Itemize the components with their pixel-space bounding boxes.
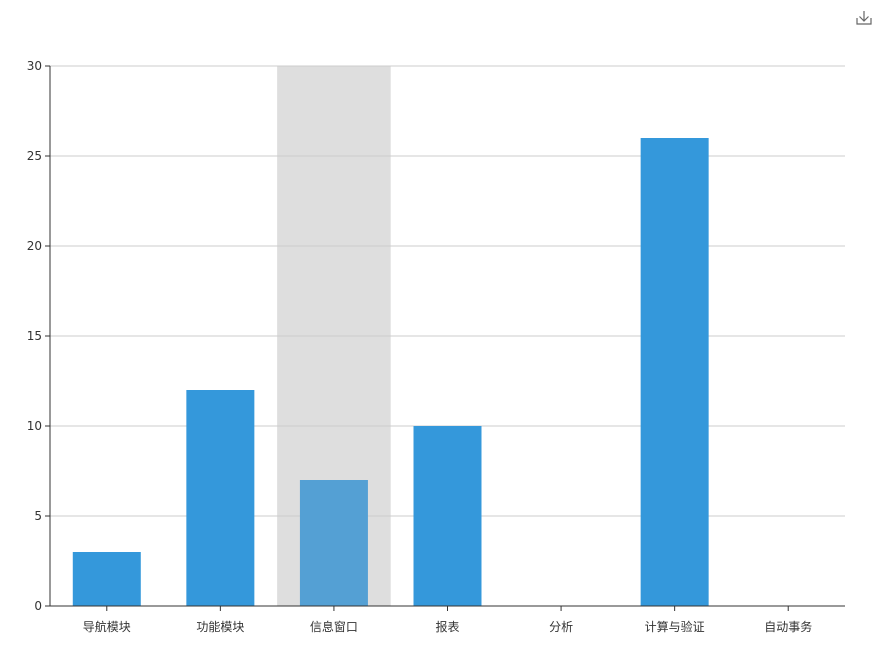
y-tick-label: 20 <box>27 239 42 253</box>
x-tick-label: 自动事务 <box>764 619 812 634</box>
y-tick-label: 5 <box>34 509 42 523</box>
y-tick-label: 0 <box>34 599 42 613</box>
bar[interactable] <box>299 480 368 606</box>
bar[interactable] <box>186 390 255 606</box>
bar[interactable] <box>72 552 141 606</box>
x-tick-label: 计算与验证 <box>645 619 705 634</box>
download-icon <box>856 11 872 25</box>
x-tick-label: 报表 <box>435 619 459 634</box>
x-tick-label: 导航模块 <box>83 619 131 634</box>
bar[interactable] <box>640 138 709 606</box>
bars <box>72 138 709 606</box>
download-button[interactable] <box>854 8 874 28</box>
x-tick-label: 分析 <box>549 620 573 634</box>
y-tick-label: 15 <box>27 329 42 343</box>
axes <box>45 65 845 611</box>
x-tick-label: 功能模块 <box>196 620 244 634</box>
x-tick-label: 信息窗口 <box>310 619 358 634</box>
bar[interactable] <box>413 426 482 606</box>
tick-labels: 0 5 10 15 20 25 30 导航模块 功能模块 信息窗口 报表 分析 计算与验证 自动事务 <box>27 59 813 634</box>
y-tick-label: 25 <box>27 149 42 163</box>
y-tick-label: 30 <box>27 59 42 73</box>
y-tick-label: 10 <box>27 419 42 433</box>
